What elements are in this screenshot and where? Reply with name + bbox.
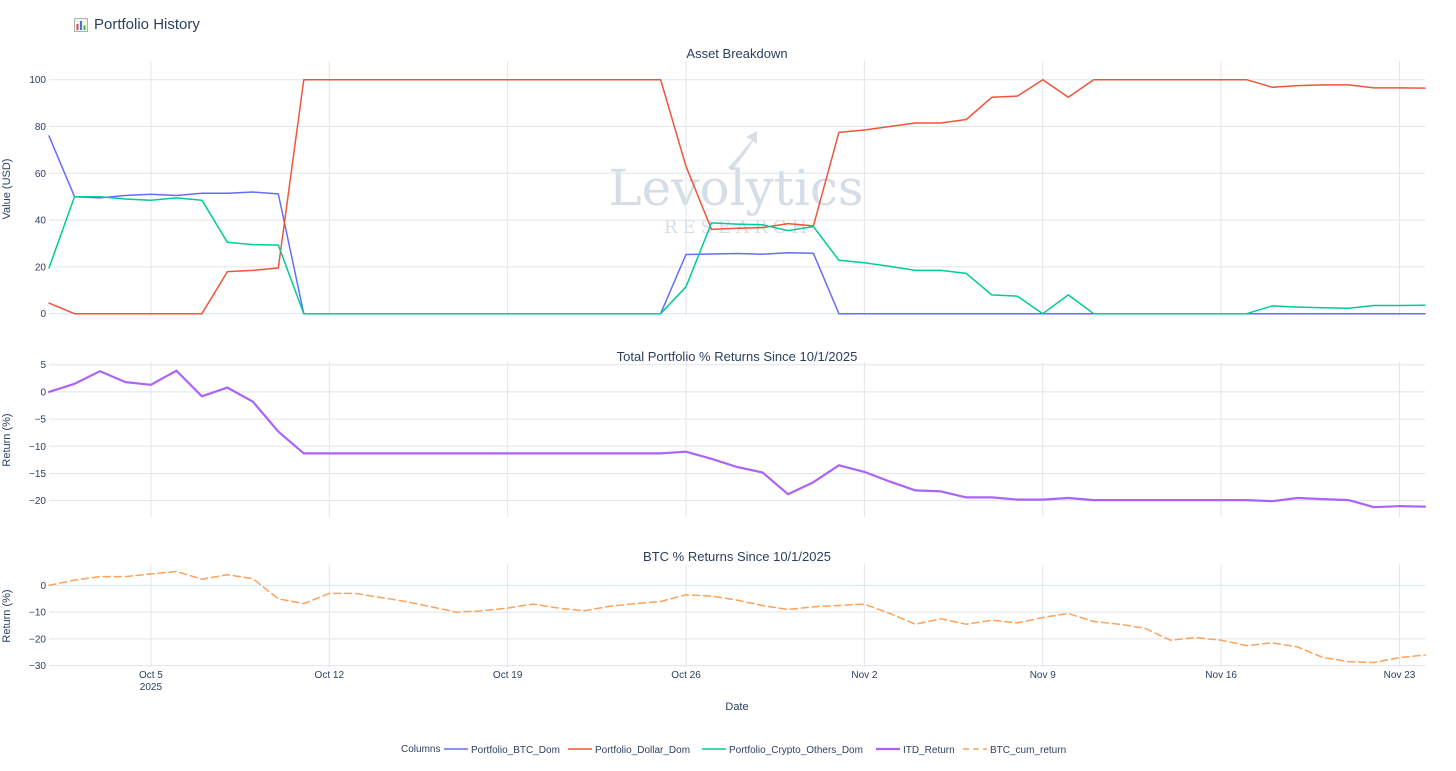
- y-tick-label: −5: [35, 415, 47, 426]
- legend-item-portfolio-dollar-dom[interactable]: Portfolio_Dollar_Dom: [568, 745, 690, 756]
- legend-label: Portfolio_BTC_Dom: [471, 745, 560, 756]
- legend-label: ITD_Return: [903, 745, 955, 756]
- x-tick-label: Oct 19: [493, 670, 523, 681]
- series-line-btc-cum-return: [48, 570, 1426, 664]
- series-line-portfolio-btc-dom: [48, 135, 1426, 315]
- legend-item-itd-return[interactable]: ITD_Return: [876, 745, 955, 756]
- y-tick-label: −10: [29, 608, 46, 619]
- panel-title: Asset Breakdown: [686, 46, 787, 61]
- watermark: Levolytics RESEARCH: [608, 131, 864, 238]
- panel-btc-returns-since-10-1-2025: 0 −10 −20 −30 BTC % Returns Since 10/1/2025 R…: [1, 549, 1426, 672]
- y-tick-label: 100: [29, 75, 46, 86]
- legend-label: Portfolio_Dollar_Dom: [595, 745, 690, 756]
- legend: Columns Portfolio_BTC_Dom Portfolio_Dolla…: [401, 744, 1066, 756]
- y-tick-label: 0: [40, 581, 46, 592]
- y-tick-label: 40: [35, 216, 47, 227]
- y-axis-label: Return (%): [1, 589, 13, 642]
- x-tick-label: Nov 16: [1205, 670, 1237, 681]
- y-tick-label: −20: [29, 496, 46, 507]
- page-title: Portfolio History: [94, 16, 200, 33]
- x-axis-title: Date: [725, 701, 748, 713]
- x-tick-label: Oct 5: [139, 670, 163, 681]
- page-header: Portfolio History: [74, 16, 200, 33]
- watermark-arrow-icon: [728, 131, 757, 170]
- x-tick-label: Nov 9: [1030, 670, 1057, 681]
- panel-asset-breakdown: 0 20 40 60 80 100 Asset Breakdown Value (USD): [1, 46, 1426, 320]
- y-tick-label: −15: [29, 469, 46, 480]
- y-tick-label: 5: [40, 360, 46, 371]
- legend-item-portfolio-crypto-others-dom[interactable]: Portfolio_Crypto_Others_Dom: [702, 745, 863, 756]
- y-tick-label: 20: [35, 262, 47, 273]
- y-tick-label: 80: [35, 122, 47, 133]
- x-tick-label: Oct 12: [315, 670, 345, 681]
- chart-panels: 0 20 40 60 80 100 Asset Breakdown Value (USD) 5 0…: [1, 46, 1427, 672]
- legend-label: Portfolio_Crypto_Others_Dom: [729, 745, 863, 756]
- y-tick-label: −20: [29, 634, 46, 645]
- watermark-sub-text: RESEARCH: [664, 217, 812, 238]
- series-line-itd-return: [47, 369, 1427, 509]
- legend-title: Columns: [401, 744, 440, 755]
- series-line-portfolio-dollar-dom: [48, 78, 1426, 315]
- x-tick-label: Nov 2: [851, 670, 878, 681]
- watermark-main-text: Levolytics: [608, 159, 863, 217]
- series-line-portfolio-crypto-others-dom: [48, 195, 1426, 315]
- panel-total-portfolio-returns-since-10-1-2025: 5 0 −5 −10 −15 −20 Total Portfolio % Returns S…: [1, 349, 1427, 517]
- panel-title: Total Portfolio % Returns Since 10/1/202…: [617, 349, 858, 364]
- y-tick-label: −30: [29, 661, 46, 672]
- legend-label: BTC_cum_return: [990, 745, 1066, 756]
- y-axis-label: Return (%): [1, 413, 13, 466]
- x-tick-label: Nov 23: [1384, 670, 1416, 681]
- panel-title: BTC % Returns Since 10/1/2025: [643, 549, 831, 564]
- x-tick-year-label: 2025: [140, 682, 163, 693]
- bar-chart-icon: [74, 17, 88, 32]
- y-tick-label: 0: [40, 387, 46, 398]
- y-axis-label: Value (USD): [1, 159, 13, 220]
- y-tick-label: 60: [35, 169, 47, 180]
- y-tick-label: −10: [29, 442, 46, 453]
- x-tick-label: Oct 26: [671, 670, 701, 681]
- legend-item-btc-cum-return[interactable]: BTC_cum_return: [963, 745, 1066, 756]
- y-tick-label: 0: [40, 309, 46, 320]
- legend-item-portfolio-btc-dom[interactable]: Portfolio_BTC_Dom: [444, 745, 560, 756]
